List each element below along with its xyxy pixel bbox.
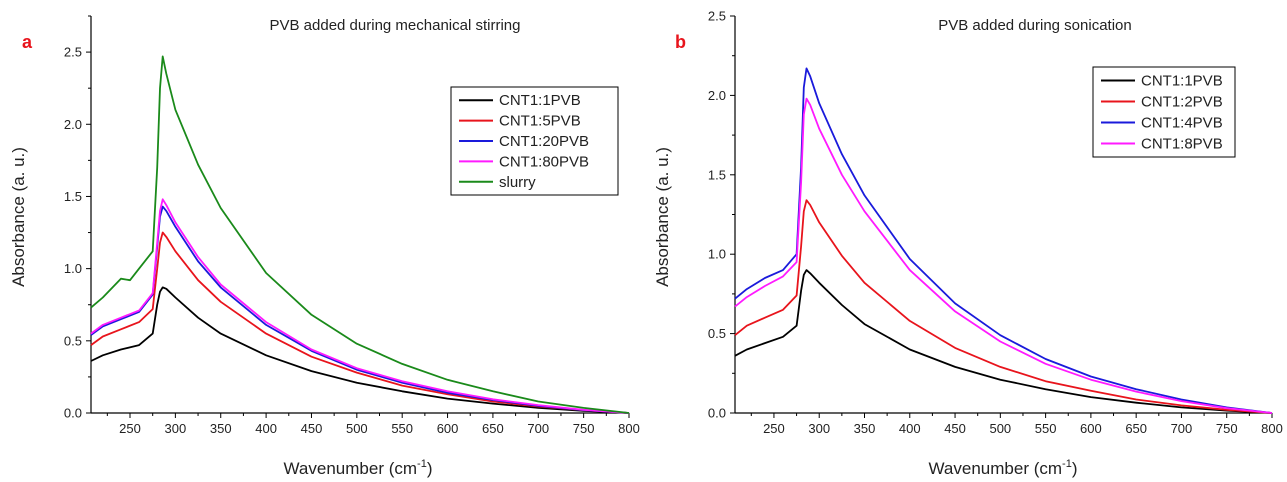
y-tick-label-b: 0.5 bbox=[708, 326, 726, 341]
x-axis-label-b: Wavenumber (cm-1) bbox=[929, 458, 1078, 478]
y-tick-label-b: 2.5 bbox=[708, 9, 726, 24]
series-line-b-0 bbox=[734, 269, 1273, 414]
x-tick-label-a: 550 bbox=[391, 421, 413, 436]
x-tick-label-b: 400 bbox=[899, 421, 921, 436]
x-axis-label-close-b: ) bbox=[1072, 459, 1078, 478]
y-tick-label-a: 1.5 bbox=[64, 189, 82, 204]
x-axis-label-main-a: Wavenumber (cm bbox=[284, 459, 418, 478]
x-tick-label-b: 750 bbox=[1216, 421, 1238, 436]
y-tick-label-b: 1.5 bbox=[708, 167, 726, 182]
legend-label-a-0: CNT1:1PVB bbox=[499, 92, 581, 109]
panel-letter-a: a bbox=[22, 32, 33, 52]
y-tick-label-a: 2.0 bbox=[64, 117, 82, 132]
x-axis-label-sup-a: -1 bbox=[417, 458, 427, 470]
x-tick-label-b: 250 bbox=[763, 421, 785, 436]
series-line-b-2 bbox=[734, 67, 1273, 414]
y-tick-label-a: 0.5 bbox=[64, 333, 82, 348]
legend-a: CNT1:1PVB CNT1:5PVB CNT1:20PVB CNT1:80PVB sl… bbox=[450, 86, 619, 196]
x-tick-label-b: 650 bbox=[1125, 421, 1147, 436]
series-line-b-1 bbox=[734, 199, 1273, 414]
series-line-b-3 bbox=[734, 97, 1273, 414]
x-tick-label-a: 250 bbox=[119, 421, 141, 436]
chart-panel-a: a PVB added during mechanical stirring A… bbox=[9, 15, 640, 478]
series-line-a-1 bbox=[90, 231, 630, 414]
series-line-a-3 bbox=[90, 198, 630, 414]
x-tick-label-a: 300 bbox=[165, 421, 187, 436]
x-tick-label-a: 650 bbox=[482, 421, 504, 436]
legend-label-a-2: CNT1:20PVB bbox=[499, 133, 589, 150]
legend-b: CNT1:1PVB CNT1:2PVB CNT1:4PVB CNT1:8PVB bbox=[1092, 66, 1236, 158]
y-axis-label-a: Absorbance (a. u.) bbox=[9, 147, 28, 287]
legend-label-a-3: CNT1:80PVB bbox=[499, 153, 589, 170]
legend-label-a-1: CNT1:5PVB bbox=[499, 113, 581, 130]
x-axis-label-sup-b: -1 bbox=[1062, 458, 1072, 470]
legend-label-b-3: CNT1:8PVB bbox=[1141, 136, 1223, 153]
x-tick-label-b: 500 bbox=[989, 421, 1011, 436]
y-axis-label-b: Absorbance (a. u.) bbox=[653, 147, 672, 287]
x-axis-label-main-b: Wavenumber (cm bbox=[929, 459, 1063, 478]
x-tick-label-b: 350 bbox=[854, 421, 876, 436]
y-tick-label-a: 1.0 bbox=[64, 261, 82, 276]
x-tick-label-a: 700 bbox=[527, 421, 549, 436]
x-tick-label-b: 800 bbox=[1261, 421, 1283, 436]
chart-title-b: PVB added during sonication bbox=[938, 17, 1131, 34]
y-tick-label-a: 2.5 bbox=[64, 45, 82, 60]
legend-label-b-2: CNT1:4PVB bbox=[1141, 115, 1223, 132]
x-tick-label-a: 350 bbox=[210, 421, 232, 436]
x-tick-label-a: 600 bbox=[437, 421, 459, 436]
x-tick-label-a: 400 bbox=[255, 421, 277, 436]
x-tick-label-b: 600 bbox=[1080, 421, 1102, 436]
x-tick-label-b: 300 bbox=[808, 421, 830, 436]
legend-label-a-4: slurry bbox=[499, 174, 536, 191]
x-tick-label-b: 700 bbox=[1171, 421, 1193, 436]
chart-title-a: PVB added during mechanical stirring bbox=[270, 17, 521, 34]
panel-letter-b: b bbox=[675, 32, 686, 52]
x-tick-label-a: 450 bbox=[301, 421, 323, 436]
x-axis-label-a: Wavenumber (cm-1) bbox=[284, 458, 433, 478]
x-axis-label-close-a: ) bbox=[427, 459, 433, 478]
legend-label-b-0: CNT1:1PVB bbox=[1141, 73, 1223, 90]
x-tick-label-b: 550 bbox=[1035, 421, 1057, 436]
y-tick-label-b: 2.0 bbox=[708, 88, 726, 103]
x-tick-label-a: 500 bbox=[346, 421, 368, 436]
y-tick-label-b: 0.0 bbox=[708, 406, 726, 421]
chart-panel-b: b PVB added during sonication Absorbance… bbox=[653, 9, 1283, 479]
series-line-a-2 bbox=[90, 205, 630, 414]
x-tick-label-a: 800 bbox=[618, 421, 640, 436]
legend-box-b bbox=[1092, 66, 1236, 158]
series-line-a-4 bbox=[90, 55, 630, 414]
y-tick-label-b: 1.0 bbox=[708, 247, 726, 262]
x-tick-label-a: 750 bbox=[573, 421, 595, 436]
y-tick-label-a: 0.0 bbox=[64, 406, 82, 421]
legend-label-b-1: CNT1:2PVB bbox=[1141, 94, 1223, 111]
x-tick-label-b: 450 bbox=[944, 421, 966, 436]
series-line-a-0 bbox=[90, 286, 630, 414]
